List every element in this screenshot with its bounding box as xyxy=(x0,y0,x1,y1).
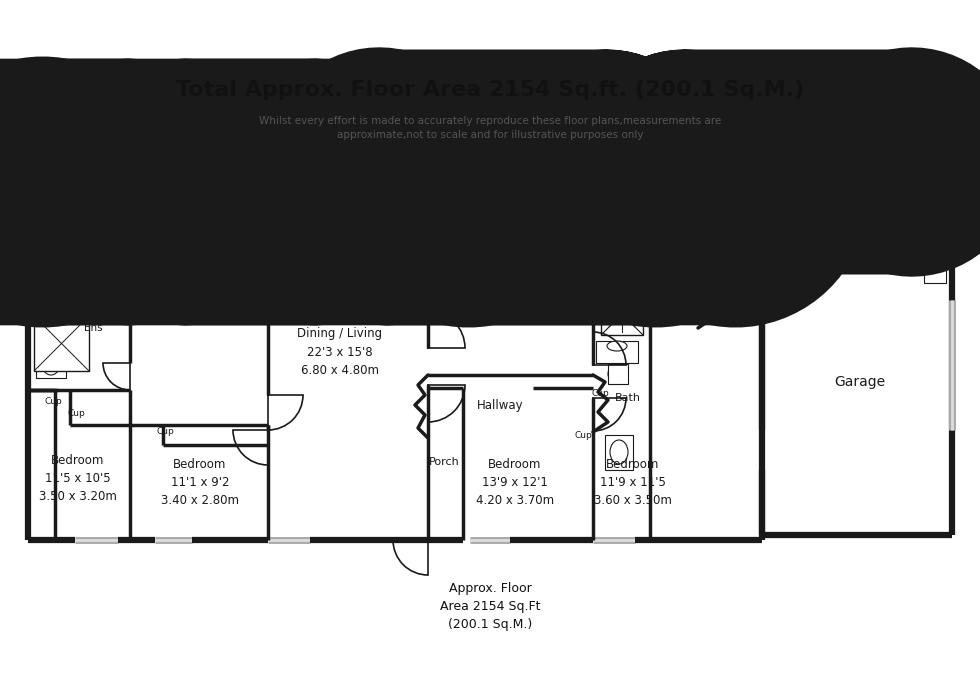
Bar xyxy=(601,293,643,335)
Circle shape xyxy=(610,247,618,255)
Ellipse shape xyxy=(44,221,66,235)
Text: Bedroom
19'8 x 16'0
6.00 x 4.90m: Bedroom 19'8 x 16'0 6.00 x 4.90m xyxy=(136,273,214,322)
Bar xyxy=(924,228,946,283)
Bar xyxy=(36,350,66,378)
Ellipse shape xyxy=(607,341,627,351)
Bar xyxy=(625,226,643,258)
Text: Cup: Cup xyxy=(591,388,609,397)
Text: Approx. Floor
Area 2154 Sq.Ft
(200.1 Sq.M.): Approx. Floor Area 2154 Sq.Ft (200.1 Sq.… xyxy=(440,582,540,631)
Text: Hall: Hall xyxy=(712,311,737,325)
Text: Garage: Garage xyxy=(834,375,886,389)
Text: Cup: Cup xyxy=(574,430,592,439)
Text: Bedroom
12'9 x 10'5
3.90 x 3.20m: Bedroom 12'9 x 10'5 3.90 x 3.20m xyxy=(469,268,547,316)
Text: Cup: Cup xyxy=(44,397,62,406)
Bar xyxy=(598,223,620,271)
Bar xyxy=(715,206,750,236)
Circle shape xyxy=(600,247,608,255)
Circle shape xyxy=(610,229,618,237)
Text: Cup: Cup xyxy=(156,428,173,437)
Text: Bedroom
13'9 x 12'1
4.20 x 3.70m: Bedroom 13'9 x 12'1 4.20 x 3.70m xyxy=(476,457,554,507)
Ellipse shape xyxy=(42,353,60,375)
Bar xyxy=(596,341,638,363)
Text: Bedroom
11'9 x 11'5
3.60 x 3.50m: Bedroom 11'9 x 11'5 3.60 x 3.50m xyxy=(594,457,672,507)
Circle shape xyxy=(90,221,120,251)
Text: Ens: Ens xyxy=(83,323,102,333)
Text: Bedroom
11'1 x 9'2
3.40 x 2.80m: Bedroom 11'1 x 9'2 3.40 x 2.80m xyxy=(161,457,239,507)
Text: Porch: Porch xyxy=(428,457,460,467)
Bar xyxy=(34,218,76,308)
Text: Whilst every effort is made to accurately reproduce these floor plans,measuremen: Whilst every effort is made to accuratel… xyxy=(259,116,721,140)
Ellipse shape xyxy=(610,440,628,464)
Bar xyxy=(605,435,633,470)
Text: Cup: Cup xyxy=(67,410,85,419)
Bar xyxy=(608,364,628,384)
Text: Bath: Bath xyxy=(615,393,641,403)
Text: Bedroom
11'5 x 10'5
3.50 x 3.20m: Bedroom 11'5 x 10'5 3.50 x 3.20m xyxy=(39,453,117,502)
Text: Dining / Living
22'3 x 15'8
6.80 x 4.80m: Dining / Living 22'3 x 15'8 6.80 x 4.80m xyxy=(298,327,382,376)
Ellipse shape xyxy=(723,210,741,230)
Circle shape xyxy=(608,364,628,384)
Circle shape xyxy=(600,229,608,237)
Bar xyxy=(34,316,89,371)
Text: Hallway: Hallway xyxy=(476,399,523,412)
Text: Kitchen /
Dining
14'9 x 11'1
4.50 x 3.40m: Kitchen / Dining 14'9 x 11'1 4.50 x 3.40… xyxy=(599,194,677,262)
Circle shape xyxy=(738,208,758,228)
Text: Total Approx. Floor Area 2154 Sq.ft. (200.1 Sq.M.): Total Approx. Floor Area 2154 Sq.ft. (20… xyxy=(175,80,805,100)
